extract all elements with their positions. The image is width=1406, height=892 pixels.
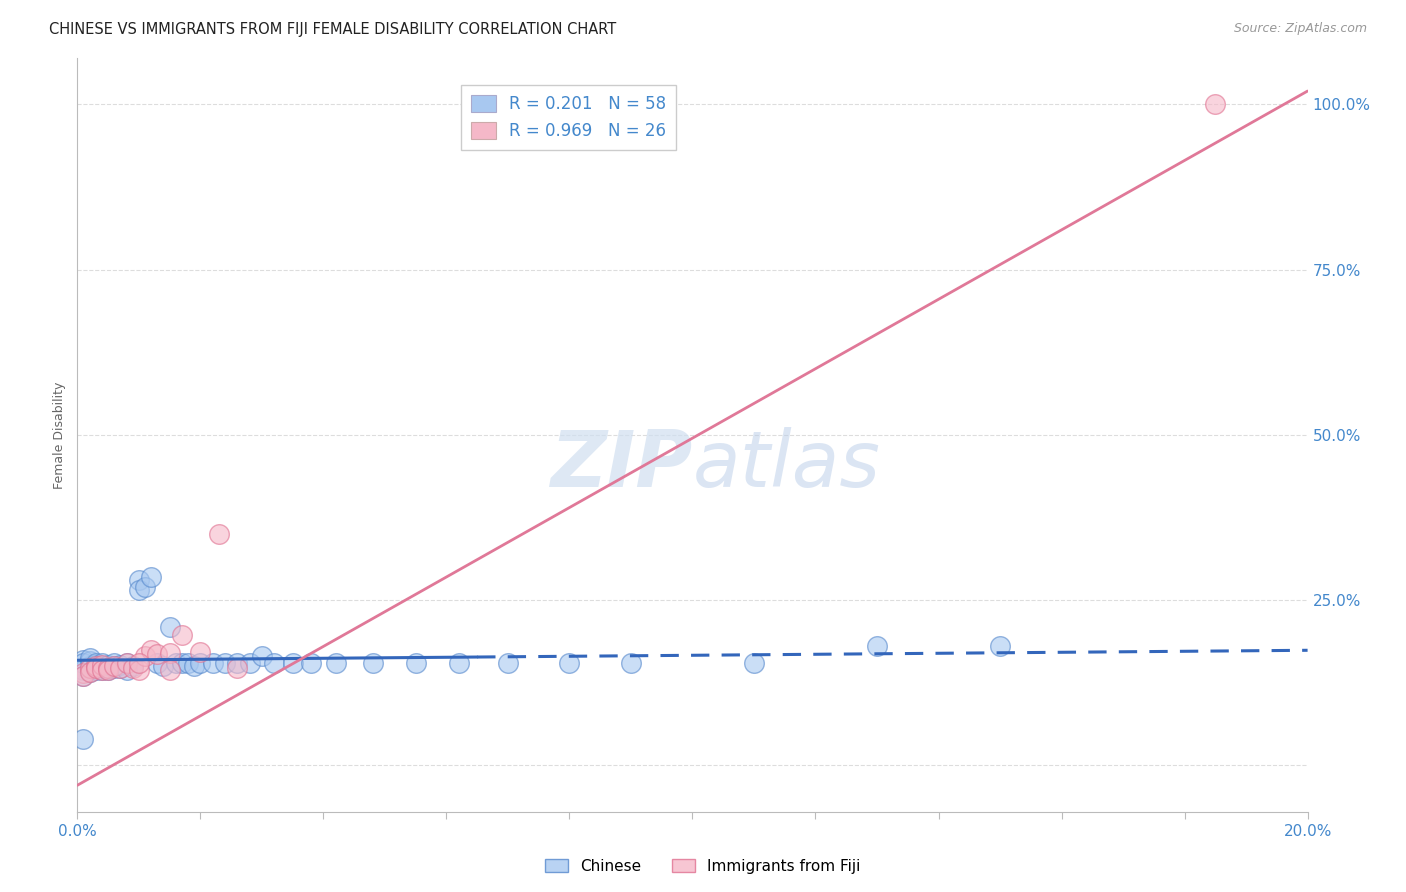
Text: atlas: atlas (693, 427, 880, 503)
Point (299, 656, 322, 670)
Point (188, 645, 212, 659)
Point (141, 570, 163, 584)
Point (115, 656, 138, 670)
Point (79, 665, 101, 679)
Point (79, 665, 101, 679)
Point (90, 663, 114, 677)
Point (128, 583, 150, 598)
Point (447, 656, 470, 670)
Y-axis label: Female Disability: Female Disability (52, 381, 66, 489)
Point (110, 660, 132, 674)
Point (84, 660, 107, 674)
Point (72, 665, 94, 680)
Point (72, 663, 94, 677)
Point (72, 669, 94, 683)
Point (620, 656, 643, 670)
Point (90, 656, 114, 670)
Point (170, 656, 193, 670)
Point (103, 656, 125, 670)
Point (97, 660, 120, 674)
Point (226, 660, 249, 674)
Point (72, 731, 94, 746)
Point (110, 660, 132, 674)
Point (79, 660, 101, 674)
Point (72, 653, 94, 667)
Text: Source: ZipAtlas.com: Source: ZipAtlas.com (1233, 22, 1367, 36)
Point (159, 646, 181, 660)
Point (177, 656, 200, 670)
Point (152, 659, 174, 673)
Point (121, 660, 143, 674)
Point (208, 527, 231, 541)
Point (1204, 97, 1226, 112)
Point (165, 656, 187, 670)
Point (866, 640, 889, 654)
Point (159, 619, 181, 633)
Point (84, 656, 107, 670)
Point (183, 659, 205, 673)
Point (146, 656, 169, 670)
Point (128, 574, 150, 588)
Point (281, 656, 304, 670)
Point (90, 657, 114, 672)
Text: CHINESE VS IMMIGRANTS FROM FIJI FEMALE DISABILITY CORRELATION CHART: CHINESE VS IMMIGRANTS FROM FIJI FEMALE D… (49, 22, 616, 37)
Point (128, 663, 150, 677)
Point (405, 656, 427, 670)
Point (263, 656, 285, 670)
Point (79, 660, 101, 674)
Point (239, 656, 262, 670)
Point (90, 659, 114, 673)
Legend: R = 0.201   N = 58, R = 0.969   N = 26: R = 0.201 N = 58, R = 0.969 N = 26 (461, 85, 676, 150)
Point (79, 654, 101, 668)
Point (558, 656, 581, 670)
Point (134, 649, 156, 664)
Point (146, 648, 169, 662)
Point (115, 663, 138, 677)
Point (84, 663, 107, 677)
Point (250, 649, 273, 664)
Point (97, 663, 120, 677)
Point (496, 656, 519, 670)
Point (226, 656, 249, 670)
Point (84, 660, 107, 674)
Point (72, 656, 94, 670)
Point (988, 640, 1011, 654)
Point (121, 659, 143, 673)
Point (79, 659, 101, 673)
Point (159, 663, 181, 677)
Point (90, 663, 114, 677)
Point (325, 656, 347, 670)
Point (141, 642, 163, 657)
Point (72, 669, 94, 683)
Point (128, 656, 150, 670)
Point (134, 580, 156, 594)
Point (97, 657, 120, 672)
Point (115, 656, 138, 670)
Point (742, 656, 765, 670)
Point (84, 657, 107, 672)
Point (201, 656, 224, 670)
Point (103, 659, 125, 673)
Point (361, 656, 384, 670)
Point (97, 660, 120, 674)
Point (97, 663, 120, 677)
Text: ZIP: ZIP (550, 427, 693, 503)
Point (84, 659, 107, 673)
Legend: Chinese, Immigrants from Fiji: Chinese, Immigrants from Fiji (540, 853, 866, 880)
Point (188, 656, 212, 670)
Point (110, 657, 132, 672)
Point (79, 651, 101, 665)
Point (103, 659, 125, 673)
Point (103, 660, 125, 674)
Point (214, 656, 236, 670)
Point (170, 627, 193, 641)
